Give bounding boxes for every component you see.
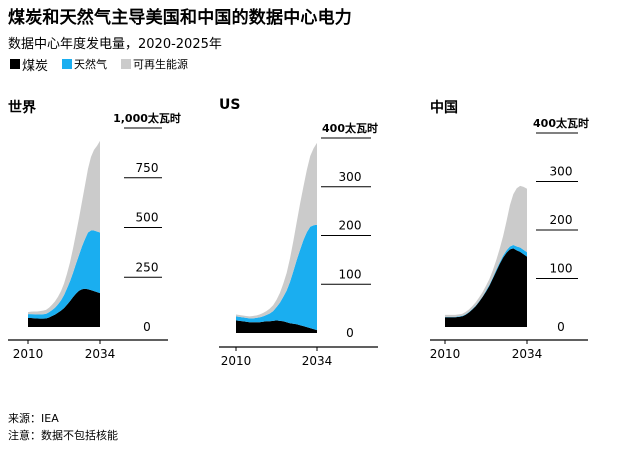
y-tick-label-china-1: 300	[550, 165, 573, 179]
source-note: 来源：IEA	[8, 412, 59, 425]
legend-swatch-renewables	[121, 59, 132, 69]
legend: 煤炭 天然气 可再生能源	[10, 55, 202, 74]
x-tick-label-us-0: 2010	[221, 354, 252, 368]
chart-subtitle: 数据中心年度发电量，2020-2025年	[8, 37, 222, 52]
y-tick-label-world-2: 500	[136, 211, 159, 225]
legend-label-renewables: 可再生能源	[133, 58, 189, 71]
area-china-series-2	[445, 185, 527, 317]
area-us-series-0	[236, 320, 317, 333]
y-tick-label-us-0: 400太瓦时	[322, 121, 378, 135]
chart-title: 煤炭和天然气主导美国和中国的数据中心电力	[8, 8, 352, 28]
legend-label-gas: 天然气	[74, 58, 108, 71]
panel-title-world: 世界	[8, 100, 36, 116]
legend-swatch-coal	[10, 59, 20, 69]
area-world-series-2	[28, 140, 100, 315]
data-note: 注意：数据不包括核能	[8, 429, 118, 442]
legend-item-coal: 煤炭	[10, 55, 48, 74]
area-china-series-0	[445, 248, 527, 327]
area-us-series-2	[236, 142, 317, 319]
legend-item-gas: 天然气	[62, 56, 107, 72]
y-tick-label-us-4: 0	[346, 326, 354, 340]
y-tick-label-china-3: 100	[550, 262, 573, 276]
area-world-series-0	[28, 288, 100, 327]
panel-title-china: 中国	[430, 100, 458, 116]
panel-title-us: US	[219, 97, 241, 113]
x-tick-label-china-0: 2010	[430, 347, 461, 361]
y-tick-label-world-0: 1,000太瓦时	[113, 111, 181, 125]
y-tick-label-us-1: 300	[339, 170, 362, 184]
legend-label-coal: 煤炭	[22, 58, 49, 74]
y-tick-label-us-3: 100	[339, 267, 362, 281]
y-tick-label-us-2: 200	[339, 219, 362, 233]
y-tick-label-china-2: 200	[550, 213, 573, 227]
x-tick-label-world-0: 2010	[13, 347, 44, 361]
x-tick-label-us-1: 2034	[302, 354, 333, 368]
legend-item-renewables: 可再生能源	[121, 56, 188, 72]
area-world-series-1	[28, 230, 100, 319]
legend-swatch-gas	[62, 59, 73, 69]
y-tick-label-world-4: 0	[143, 320, 151, 334]
y-tick-label-world-1: 750	[136, 161, 159, 175]
x-tick-label-china-1: 2034	[512, 347, 543, 361]
x-tick-label-world-1: 2034	[85, 347, 116, 361]
y-tick-label-china-0: 400太瓦时	[533, 116, 589, 130]
y-tick-label-world-3: 250	[136, 260, 159, 274]
area-us-series-1	[236, 224, 317, 331]
panel-world: 1,000太瓦时 750 500 250 0 2010 2034	[8, 111, 181, 361]
y-tick-label-china-4: 0	[557, 320, 565, 334]
panel-china: 400太瓦时 300 200 100 0 2010 2034	[430, 116, 589, 361]
panel-us: 400太瓦时 300 200 100 0 2010 2034	[219, 121, 378, 368]
